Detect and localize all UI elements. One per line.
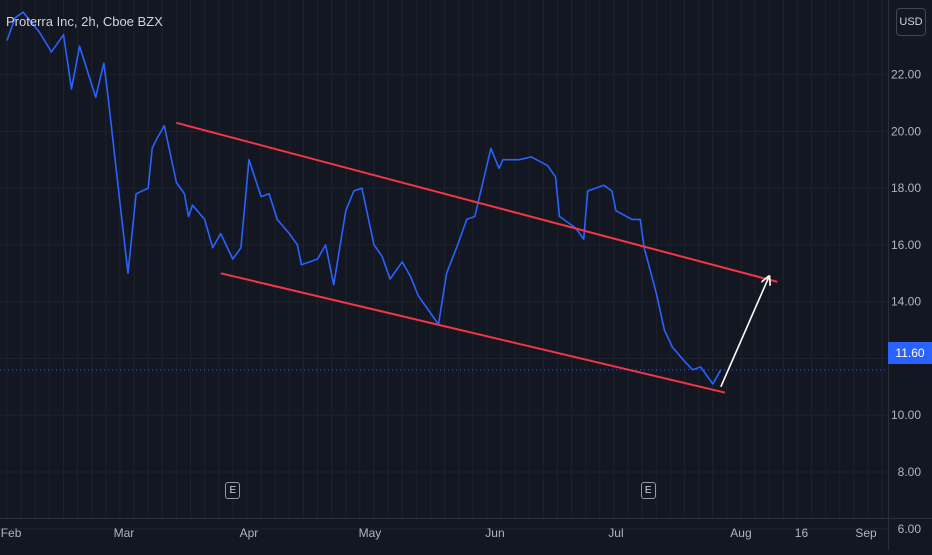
series-layer [6, 11, 722, 385]
y-tick-label: 6.00 [898, 522, 922, 536]
earnings-marker[interactable]: E [640, 482, 656, 499]
price-series-line [6, 11, 722, 385]
y-tick-label: 10.00 [891, 408, 921, 422]
y-tick-label: 20.00 [891, 124, 921, 138]
currency-button[interactable]: USD [896, 8, 926, 36]
x-tick-label: Mar [114, 526, 135, 540]
y-axis[interactable]: 6.008.0010.0012.0014.0016.0018.0020.0022… [891, 68, 921, 536]
x-tick-label: 16 [795, 526, 809, 540]
y-tick-label: 16.00 [891, 238, 921, 252]
y-tick-label: 8.00 [898, 465, 922, 479]
x-axis[interactable]: Feb Mar Apr May Jun Jul Aug 16 Sep [1, 526, 877, 540]
channel-trendline[interactable] [220, 272, 726, 394]
chart-title: Proterra Inc, 2h, Cboe BZX [6, 14, 163, 29]
annotations-layer [176, 121, 778, 394]
channel-trendline[interactable] [176, 121, 778, 283]
projection-arrow[interactable] [720, 276, 769, 388]
x-tick-label: Sep [855, 526, 877, 540]
x-tick-label: Jun [485, 526, 504, 540]
x-tick-label: Jul [608, 526, 623, 540]
y-tick-label: 18.00 [891, 181, 921, 195]
earnings-marker[interactable]: E [225, 482, 241, 499]
x-tick-label: Feb [1, 526, 22, 540]
y-tick-label: 22.00 [891, 68, 921, 82]
x-tick-label: May [359, 526, 382, 540]
last-price-tag: 11.60 [888, 342, 932, 364]
x-tick-label: Aug [730, 526, 751, 540]
y-tick-label: 14.00 [891, 295, 921, 309]
x-tick-label: Apr [240, 526, 259, 540]
